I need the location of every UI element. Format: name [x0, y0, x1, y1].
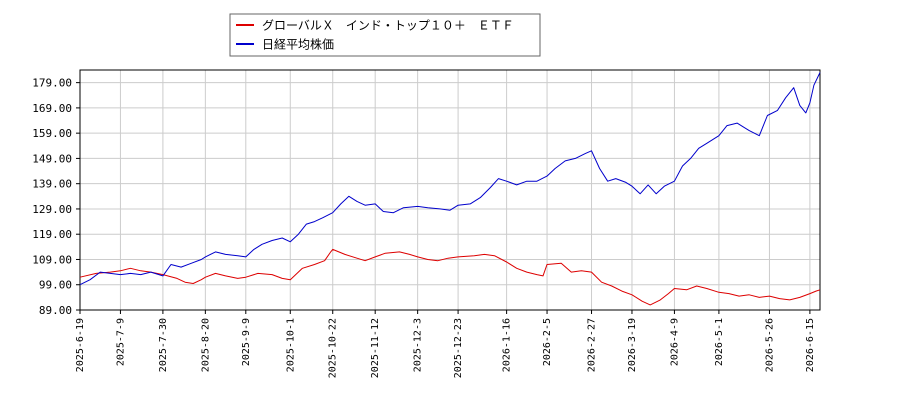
- y-tick-label: 159.00: [32, 127, 72, 140]
- x-tick-label: 2026-2-5: [542, 318, 553, 366]
- y-tick-label: 139.00: [32, 178, 72, 191]
- x-tick-label: 2026-6-15: [805, 318, 816, 372]
- y-tick-label: 179.00: [32, 77, 72, 90]
- plot-frame: [79, 69, 821, 311]
- x-tick-label: 2026-1-16: [502, 318, 513, 372]
- x-tick-label: 2026-3-19: [627, 318, 638, 372]
- series-line-2: [79, 72, 821, 286]
- x-tick-label: 2025-7-9: [115, 318, 126, 366]
- x-tick-label: 2026-2-27: [587, 318, 598, 372]
- y-tick-label: 109.00: [32, 253, 72, 266]
- x-tick-label: 2025-10-1: [285, 318, 296, 372]
- x-tick-label: 2025-10-22: [328, 318, 339, 378]
- x-tick-label: 2025-8-20: [200, 318, 211, 372]
- x-tick-label: 2026-4-9: [669, 318, 680, 366]
- x-tick-label: 2025-12-23: [453, 318, 464, 378]
- y-axis-ticks: 89.00 99.00 109.00 119.00 129.00 139.00 149.00…: [32, 77, 80, 317]
- series-line-1: [79, 248, 821, 306]
- y-tick-label: 119.00: [32, 228, 72, 241]
- legend-label-series-2: 日経平均株価: [262, 37, 334, 52]
- x-tick-label: 2025-12-3: [413, 318, 424, 372]
- series-layer: [79, 72, 821, 306]
- x-tick-label: 2025-9-9: [241, 318, 252, 366]
- y-tick-label: 89.00: [39, 304, 72, 317]
- y-tick-label: 169.00: [32, 102, 72, 115]
- legend-box: [229, 13, 541, 57]
- x-tick-label: 2026-5-26: [764, 318, 775, 372]
- x-tick-label: 2025-11-12: [370, 318, 381, 378]
- x-tick-label: 2025-7-30: [158, 318, 169, 372]
- legend-label-series-1: グローバルＸ インド・トップ１０＋ ＥＴＦ: [262, 19, 514, 33]
- x-tick-label: 2025-6-19: [75, 318, 86, 372]
- y-tick-label: 99.00: [39, 279, 72, 292]
- x-axis-ticks: 2025-6-19 2025-7-9 2025-7-30 2025-8-20 2025-…: [75, 310, 816, 378]
- x-tick-label: 2026-5-1: [714, 318, 725, 366]
- grid-lines: [79, 70, 820, 311]
- y-tick-label: 149.00: [32, 152, 72, 165]
- chart-legend: グローバルＸ インド・トップ１０＋ ＥＴＦ 日経平均株価: [229, 13, 541, 57]
- y-tick-label: 129.00: [32, 203, 72, 216]
